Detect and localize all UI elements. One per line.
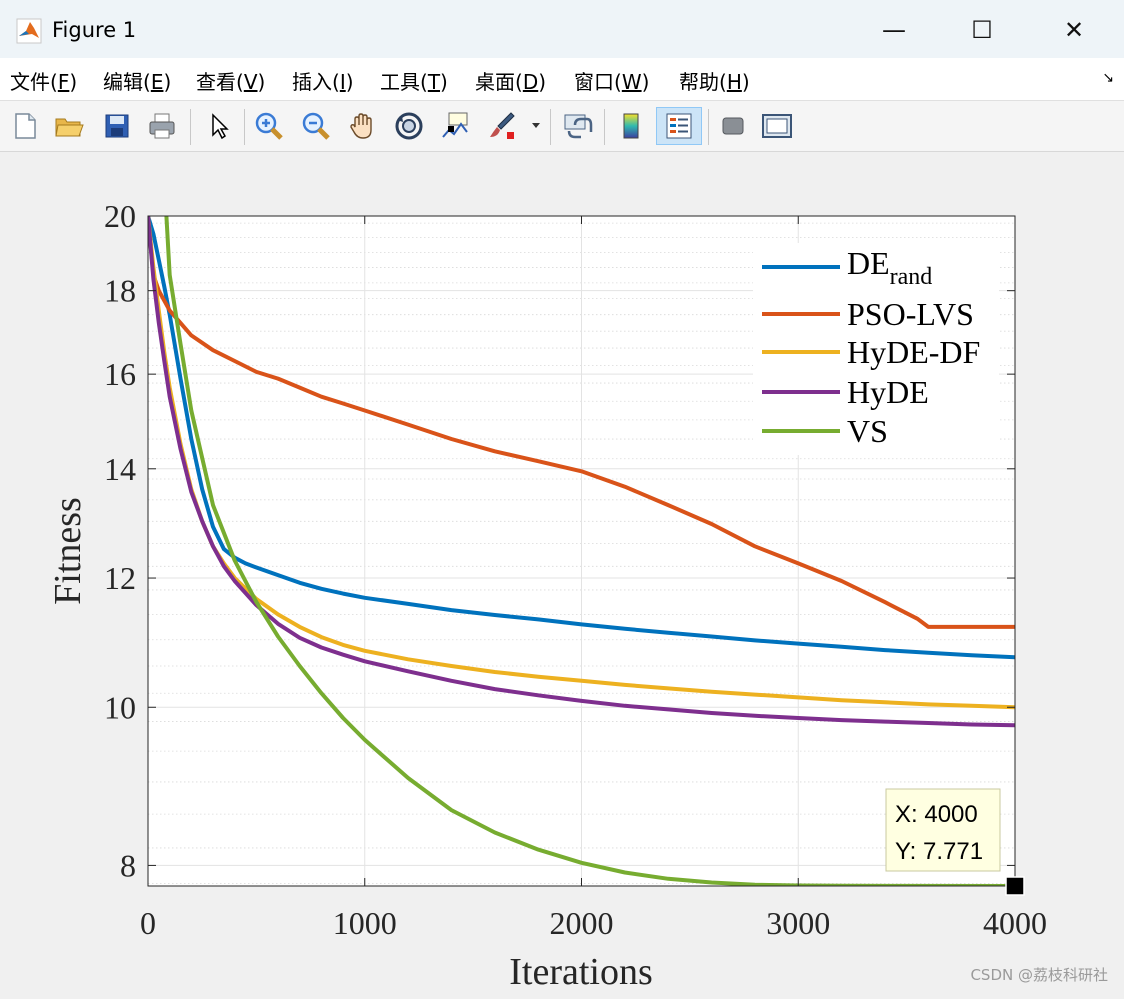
legend-icon[interactable] [656,107,702,145]
menu-edit[interactable]: 编辑(E) [103,70,172,94]
colorbar-icon[interactable] [614,107,648,145]
axis-ticks [147,215,1016,886]
menu-tools[interactable]: 工具(T) [380,70,448,94]
window-title: Figure 1 [52,18,137,42]
legend-label-de-rand: DErand [847,245,932,290]
tick-labels: 0 1000 2000 3000 4000 8 10 12 14 16 18 20 [104,198,1047,941]
menu-desktop[interactable]: 桌面(D) [475,70,547,94]
y-tick-label: 16 [104,356,136,392]
print-icon[interactable] [145,107,179,145]
data-cursor-icon[interactable] [438,107,472,145]
watermark-text: CSDN @荔枝科研社 [970,966,1108,984]
fitness-chart: 0 1000 2000 3000 4000 8 10 12 14 16 18 20 Iteration… [47,198,1047,993]
brush-icon[interactable] [484,107,518,145]
legend-label-hyde-df: HyDE-DF [847,334,980,370]
toolbar-separator [604,109,605,145]
y-axis-label: Fitness [47,497,89,605]
series-line-hyde [148,216,1015,728]
x-axis-label: Iterations [509,951,653,993]
menu-help[interactable]: 帮助(H) [679,70,750,94]
maximize-icon: ☐ [971,16,993,44]
zoom-in-icon[interactable] [252,107,286,145]
datatip-box [885,788,1001,872]
datatip[interactable]: X: 4000 Y: 7.771 [885,788,1025,896]
x-tick-label: 1000 [333,905,397,941]
x-tick-label: 3000 [766,905,830,941]
legend-label-vs: VS [847,413,888,449]
window-titlebar: Figure 1 — ☐ ✕ [0,0,1124,58]
legend[interactable]: DErand PSO-LVS HyDE-DF HyDE VS [753,243,999,455]
close-button[interactable]: ✕ [1046,10,1102,50]
datatip-marker[interactable] [1005,876,1025,896]
dock-figure-icon[interactable]: ↘ [1102,70,1114,86]
minimize-icon: — [882,16,906,44]
toolbar-separator [550,109,551,145]
show-plot-tools-icon[interactable] [760,107,794,145]
legend-label-pso-lvs: PSO-LVS [847,296,974,332]
y-tick-label: 8 [120,847,136,883]
zoom-out-icon[interactable] [299,107,333,145]
y-tick-label: 14 [104,451,136,487]
series-layer [148,216,1015,886]
legend-label-hyde: HyDE [847,374,929,410]
series-line-de-rand [148,216,1015,660]
y-tick-label: 10 [104,689,136,725]
toolbar-separator [708,109,709,145]
minimize-button[interactable]: — [866,10,922,50]
series-line-vs [164,216,1015,886]
series-line-pso-lvs [148,216,1015,629]
matlab-logo-icon [16,18,42,44]
save-icon[interactable] [100,107,134,145]
menu-bar: 文件(F) 编辑(E) 查看(V) 插入(I) 工具(T) 桌面(D) 窗口(W… [0,58,1124,101]
datatip-x-label: X: 4000 [895,801,978,828]
menu-insert[interactable]: 插入(I) [292,70,354,94]
legend-box [753,243,999,455]
x-tick-label: 2000 [550,905,614,941]
figure-canvas: 0 1000 2000 3000 4000 8 10 12 14 16 18 20 Iteration… [0,152,1124,995]
y-tick-label: 20 [104,198,136,234]
x-tick-label: 0 [140,905,156,941]
menu-window[interactable]: 窗口(W) [574,70,650,94]
maximize-button[interactable]: ☐ [954,10,1010,50]
rotate-3d-icon[interactable] [392,107,426,145]
pan-hand-icon[interactable] [346,107,380,145]
y-tick-label: 12 [104,560,136,596]
x-tick-label: 4000 [983,905,1047,941]
open-file-icon[interactable] [52,107,86,145]
link-plot-icon[interactable] [560,107,594,145]
brush-dropdown-icon[interactable] [528,107,544,145]
toolbar-separator [190,109,191,145]
figure-toolbar [0,101,1124,152]
new-figure-icon[interactable] [8,107,42,145]
y-tick-label: 18 [104,273,136,309]
menu-view[interactable]: 查看(V) [196,70,266,94]
toolbar-separator [244,109,245,145]
close-icon: ✕ [1063,16,1085,44]
datatip-y-label: Y: 7.771 [895,838,983,865]
menu-file[interactable]: 文件(F) [10,70,78,94]
edit-plot-arrow-icon[interactable] [202,107,236,145]
hide-plot-tools-icon[interactable] [716,107,750,145]
